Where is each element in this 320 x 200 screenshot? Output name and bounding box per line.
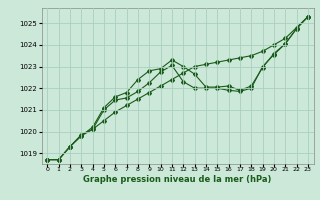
X-axis label: Graphe pression niveau de la mer (hPa): Graphe pression niveau de la mer (hPa) xyxy=(84,175,272,184)
